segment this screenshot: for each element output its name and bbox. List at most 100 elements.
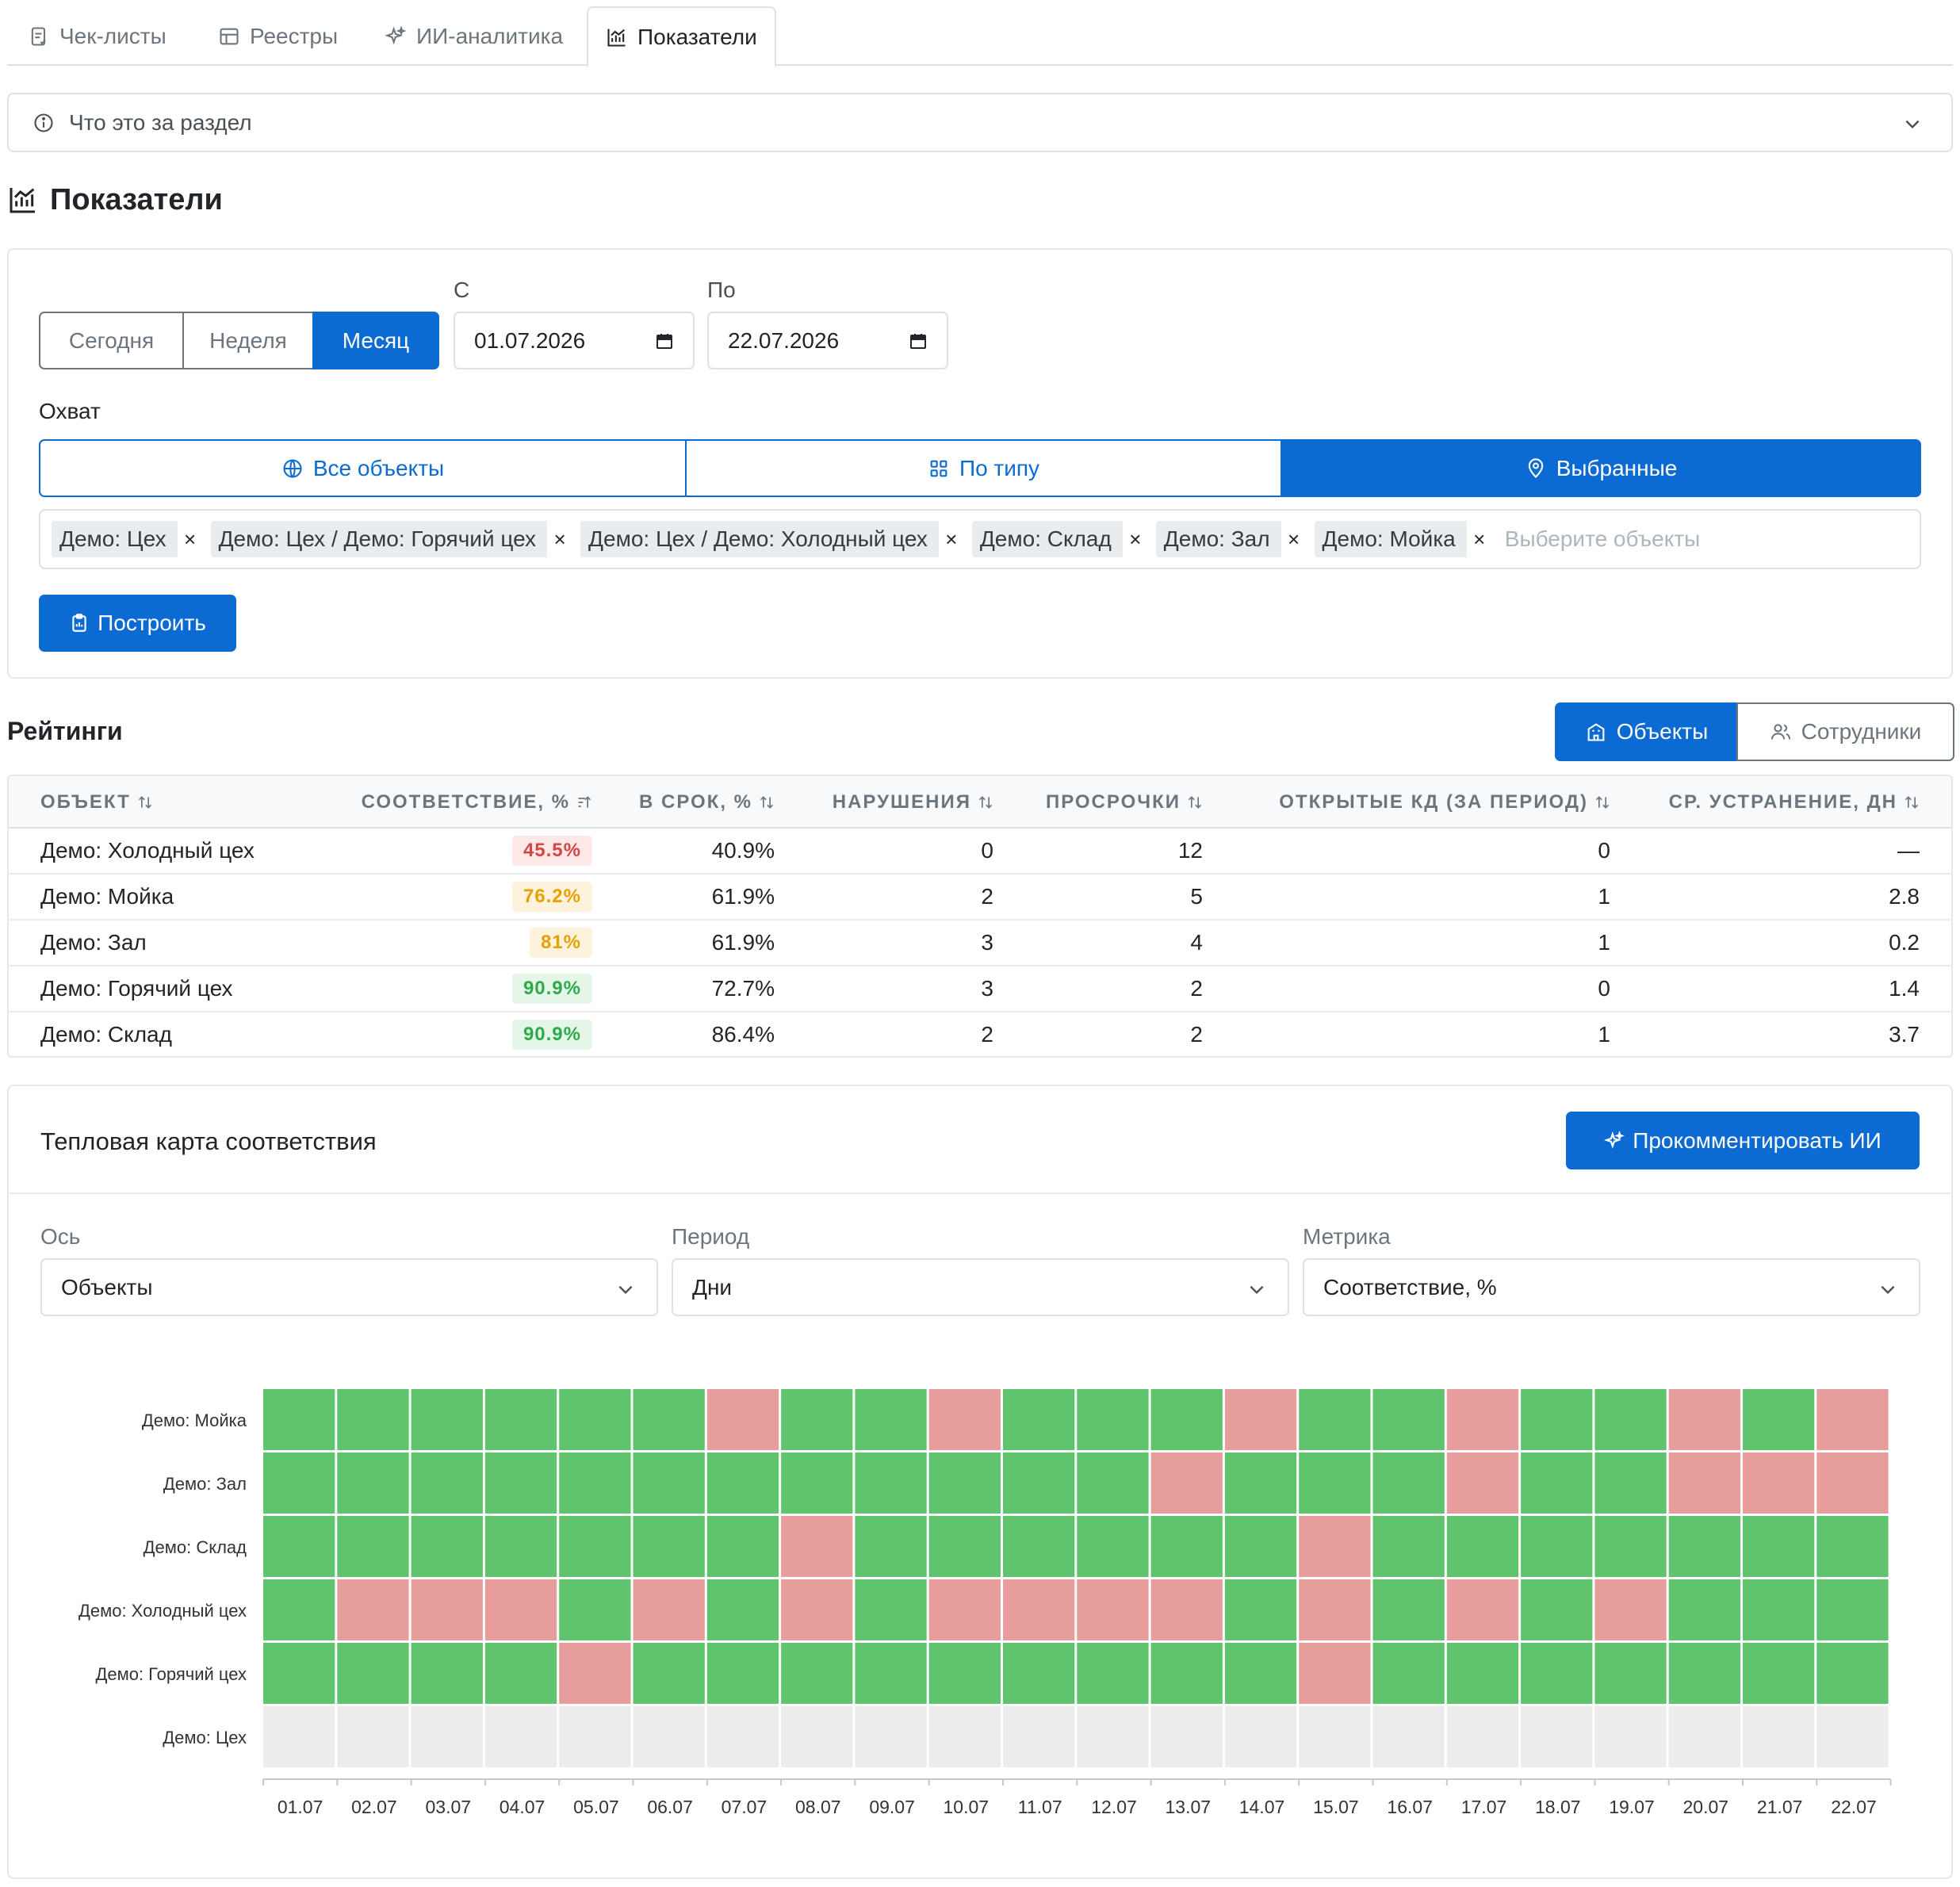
heatmap-cell[interactable] [337, 1516, 409, 1577]
heatmap-cell[interactable] [1372, 1453, 1445, 1514]
heatmap-cell[interactable] [484, 1579, 557, 1640]
scope-selected-button[interactable]: Выбранные [1281, 439, 1921, 497]
heatmap-cell[interactable] [1446, 1643, 1519, 1704]
heatmap-cell[interactable] [484, 1516, 557, 1577]
heatmap-cell[interactable] [1003, 1516, 1075, 1577]
heatmap-cell[interactable] [928, 1706, 1001, 1767]
heatmap-cell[interactable] [1372, 1579, 1445, 1640]
heatmap-cell[interactable] [559, 1706, 631, 1767]
heatmap-cell[interactable] [263, 1643, 335, 1704]
heatmap-cell[interactable] [1521, 1579, 1593, 1640]
heatmap-cell[interactable] [781, 1516, 853, 1577]
build-button[interactable]: Построить [39, 595, 236, 652]
heatmap-cell[interactable] [1521, 1516, 1593, 1577]
chip-remove-icon[interactable]: × [1120, 521, 1148, 557]
heatmap-cell[interactable] [1743, 1516, 1815, 1577]
heatmap-cell[interactable] [1150, 1579, 1223, 1640]
heatmap-cell[interactable] [1668, 1516, 1740, 1577]
heatmap-cell[interactable] [1816, 1516, 1889, 1577]
info-accordion[interactable]: Что это за раздел [7, 93, 1953, 152]
heatmap-cell[interactable] [1446, 1516, 1519, 1577]
heatmap-cell[interactable] [928, 1389, 1001, 1450]
heatmap-cell[interactable] [706, 1706, 779, 1767]
heatmap-cell[interactable] [1743, 1453, 1815, 1514]
heatmap-cell[interactable] [1816, 1643, 1889, 1704]
heatmap-cell[interactable] [1372, 1389, 1445, 1450]
heatmap-cell[interactable] [855, 1579, 927, 1640]
column-header-avg-fix[interactable]: СР. УСТРАНЕНИЕ, ДН [1669, 776, 1920, 829]
ratings-employees-button[interactable]: Сотрудники [1736, 702, 1954, 761]
heatmap-cell[interactable] [1816, 1579, 1889, 1640]
heatmap-cell[interactable] [1594, 1516, 1667, 1577]
heatmap-cell[interactable] [781, 1579, 853, 1640]
chip-remove-icon[interactable]: × [1279, 521, 1307, 557]
objects-placeholder[interactable]: Выберите объекты [1504, 526, 1701, 551]
heatmap-cell[interactable] [855, 1453, 927, 1514]
tab-ai-analytics[interactable]: ИИ-аналитика [367, 6, 580, 66]
heatmap-cell[interactable] [1077, 1389, 1149, 1450]
heatmap-cell[interactable] [1521, 1643, 1593, 1704]
heatmap-cell[interactable] [411, 1453, 483, 1514]
heatmap-cell[interactable] [706, 1579, 779, 1640]
heatmap-cell[interactable] [1668, 1453, 1740, 1514]
heatmap-cell[interactable] [1446, 1389, 1519, 1450]
heatmap-cell[interactable] [559, 1453, 631, 1514]
heatmap-cell[interactable] [633, 1453, 705, 1514]
heatmap-cell[interactable] [411, 1643, 483, 1704]
heatmap-cell[interactable] [337, 1453, 409, 1514]
heatmap-cell[interactable] [484, 1389, 557, 1450]
heatmap-cell[interactable] [1594, 1643, 1667, 1704]
heatmap-cell[interactable] [781, 1453, 853, 1514]
heatmap-cell[interactable] [781, 1706, 853, 1767]
heatmap-cell[interactable] [781, 1389, 853, 1450]
heatmap-cell[interactable] [263, 1516, 335, 1577]
heatmap-cell[interactable] [337, 1579, 409, 1640]
heatmap-cell[interactable] [559, 1643, 631, 1704]
heatmap-cell[interactable] [1446, 1706, 1519, 1767]
heatmap-cell[interactable] [781, 1643, 853, 1704]
heatmap-cell[interactable] [633, 1643, 705, 1704]
heatmap-cell[interactable] [1299, 1579, 1371, 1640]
heatmap-cell[interactable] [263, 1706, 335, 1767]
heatmap-cell[interactable] [1816, 1706, 1889, 1767]
heatmap-cell[interactable] [411, 1389, 483, 1450]
heatmap-cell[interactable] [1224, 1579, 1297, 1640]
heatmap-cell[interactable] [1299, 1516, 1371, 1577]
heatmap-cell[interactable] [706, 1643, 779, 1704]
heatmap-cell[interactable] [706, 1516, 779, 1577]
chip-remove-icon[interactable]: × [546, 521, 573, 557]
tab-indicators[interactable]: Показатели [587, 6, 776, 67]
heatmap-cell[interactable] [1816, 1453, 1889, 1514]
heatmap-cell[interactable] [1077, 1643, 1149, 1704]
heatmap-cell[interactable] [1224, 1453, 1297, 1514]
heatmap-cell[interactable] [633, 1579, 705, 1640]
metric-select[interactable]: Соответствие, % [1303, 1258, 1920, 1316]
heatmap-cell[interactable] [1150, 1516, 1223, 1577]
heatmap-cell[interactable] [1743, 1579, 1815, 1640]
objects-multiselect[interactable]: Демо: Цех × Демо: Цех / Демо: Горячий цех… [39, 509, 1921, 569]
column-header-object[interactable]: ОБЪЕКТ [40, 776, 153, 829]
heatmap-cell[interactable] [928, 1579, 1001, 1640]
heatmap-cell[interactable] [1077, 1579, 1149, 1640]
heatmap-cell[interactable] [855, 1706, 927, 1767]
heatmap-cell[interactable] [1299, 1706, 1371, 1767]
heatmap-cell[interactable] [1668, 1643, 1740, 1704]
heatmap-cell[interactable] [484, 1706, 557, 1767]
heatmap-cell[interactable] [484, 1453, 557, 1514]
ai-comment-button[interactable]: Прокомментировать ИИ [1566, 1112, 1920, 1169]
chip-remove-icon[interactable]: × [936, 521, 964, 557]
heatmap-cell[interactable] [1077, 1453, 1149, 1514]
heatmap-cell[interactable] [1743, 1389, 1815, 1450]
heatmap-cell[interactable] [928, 1643, 1001, 1704]
heatmap-cell[interactable] [633, 1516, 705, 1577]
column-header-compliance[interactable]: СООТВЕТСТВИЕ, % [362, 776, 592, 829]
heatmap-cell[interactable] [1668, 1706, 1740, 1767]
period-today-button[interactable]: Сегодня [39, 312, 184, 369]
heatmap-cell[interactable] [1668, 1389, 1740, 1450]
scope-all-button[interactable]: Все объекты [39, 439, 687, 497]
heatmap-cell[interactable] [1743, 1643, 1815, 1704]
heatmap-cell[interactable] [1003, 1579, 1075, 1640]
heatmap-cell[interactable] [1521, 1389, 1593, 1450]
heatmap-cell[interactable] [1150, 1453, 1223, 1514]
heatmap-cell[interactable] [1668, 1579, 1740, 1640]
